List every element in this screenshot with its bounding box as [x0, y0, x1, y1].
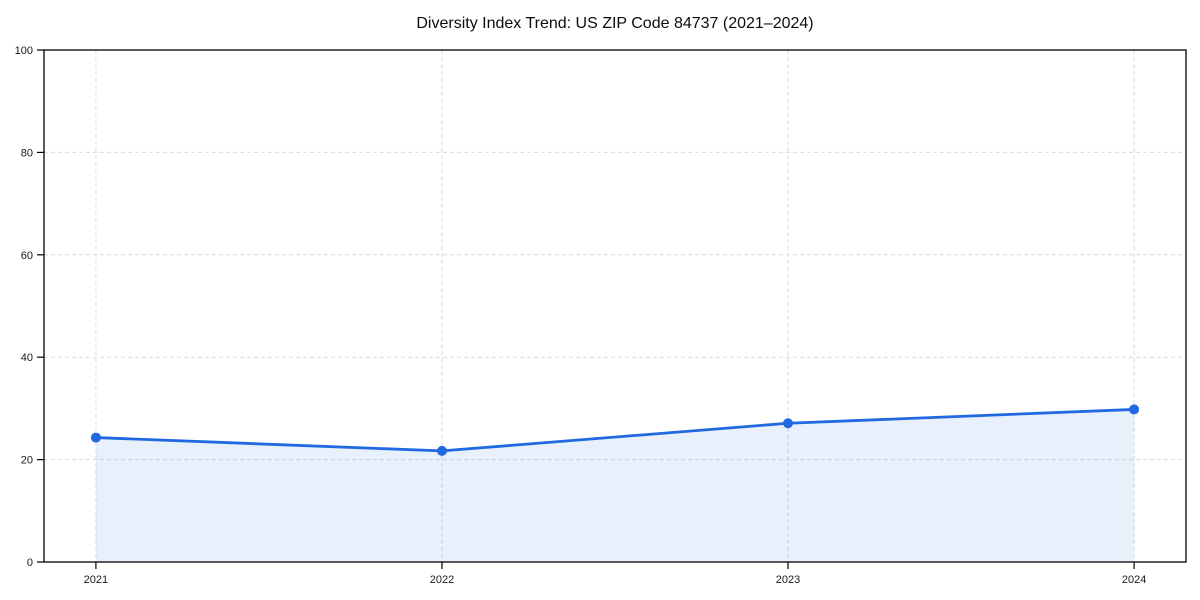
y-tick-label: 40 — [21, 352, 33, 364]
x-tick-label: 2021 — [84, 574, 108, 586]
y-tick-label: 80 — [21, 147, 33, 159]
tick-labels: 0 20 40 60 80 100 2021 2022 2023 2024 — [15, 45, 1147, 586]
y-tick-label: 100 — [15, 45, 33, 57]
x-tick-label: 2024 — [1122, 574, 1146, 586]
trend-line-layer — [90, 404, 1140, 456]
plot-border — [43, 49, 1187, 563]
data-point — [90, 432, 101, 443]
data-point — [783, 418, 794, 429]
x-tick-label: 2023 — [776, 574, 800, 586]
x-tick-label: 2022 — [430, 574, 454, 586]
trend-line — [94, 408, 1136, 453]
data-point — [1129, 404, 1140, 415]
area-fill-layer — [95, 409, 1135, 562]
y-tick-label: 0 — [27, 557, 33, 569]
y-tick-label: 20 — [21, 455, 33, 467]
data-point — [436, 445, 447, 456]
y-tick-label: 60 — [21, 250, 33, 262]
area-fill — [95, 409, 1135, 562]
chart-title: Diversity Index Trend: US ZIP Code 84737… — [416, 15, 813, 32]
axes — [43, 49, 1187, 563]
